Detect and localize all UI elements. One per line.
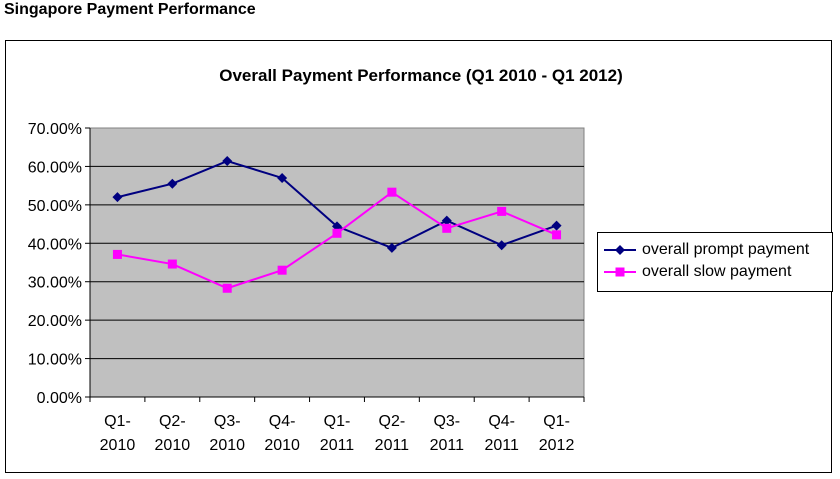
x-tick-label: Q1- (324, 413, 351, 430)
diamond-marker (496, 240, 507, 251)
x-tick-label: 2010 (264, 437, 300, 454)
y-tick-label: 10.00% (28, 352, 82, 369)
diamond-legend-icon (604, 245, 636, 255)
y-tick-label: 20.00% (28, 313, 82, 330)
square-marker (552, 230, 562, 240)
square-marker (332, 228, 342, 238)
square-marker (222, 283, 232, 293)
diamond-marker (441, 215, 452, 226)
y-tick-label: 0.00% (37, 390, 82, 407)
square-marker (167, 259, 177, 269)
square-marker (497, 206, 507, 216)
y-tick-label: 50.00% (28, 198, 82, 215)
x-tick-label: 2011 (430, 437, 465, 454)
x-tick-label: Q1- (543, 413, 570, 430)
y-tick-label: 70.00% (28, 121, 82, 138)
page-title: Singapore Payment Performance (4, 1, 256, 18)
square-marker (387, 187, 397, 197)
diamond-marker (167, 178, 178, 189)
square-marker (442, 223, 452, 233)
y-tick-label: 60.00% (28, 159, 82, 176)
x-tick-label: 2010 (209, 437, 245, 454)
chart-title: Overall Payment Performance (Q1 2010 - Q… (219, 66, 622, 85)
legend-item: overall slow payment (604, 262, 791, 282)
x-tick-label: Q4- (269, 413, 296, 430)
x-tick-label: Q4- (488, 413, 515, 430)
x-tick-label: Q2- (159, 413, 186, 430)
diamond-marker (222, 156, 233, 167)
x-tick-label: 2011 (320, 437, 355, 454)
legend-item: overall prompt payment (604, 240, 809, 260)
legend-label: overall prompt payment (642, 241, 810, 258)
x-tick-label: Q1- (104, 413, 131, 430)
legend: overall prompt payment overall slow payme… (597, 232, 833, 292)
diamond-marker (112, 192, 123, 203)
square-marker (277, 265, 287, 275)
diamond-marker (551, 220, 562, 231)
x-tick-label: Q2- (379, 413, 406, 430)
x-tick-label: 2011 (484, 437, 519, 454)
diamond-marker (386, 242, 397, 253)
x-tick-label: 2011 (375, 437, 410, 454)
y-tick-label: 40.00% (28, 236, 82, 253)
x-tick-label: 2010 (155, 437, 191, 454)
square-marker (615, 267, 625, 277)
x-tick-label: Q3- (214, 413, 241, 430)
diamond-marker (277, 172, 288, 183)
legend-label: overall slow payment (642, 263, 792, 280)
x-tick-label: Q3- (433, 413, 460, 430)
square-marker (112, 249, 122, 259)
square-legend-icon (604, 267, 636, 277)
x-tick-label: 2010 (100, 437, 136, 454)
y-tick-label: 30.00% (28, 275, 82, 292)
x-tick-label: 2012 (539, 437, 575, 454)
diamond-marker (615, 245, 625, 255)
